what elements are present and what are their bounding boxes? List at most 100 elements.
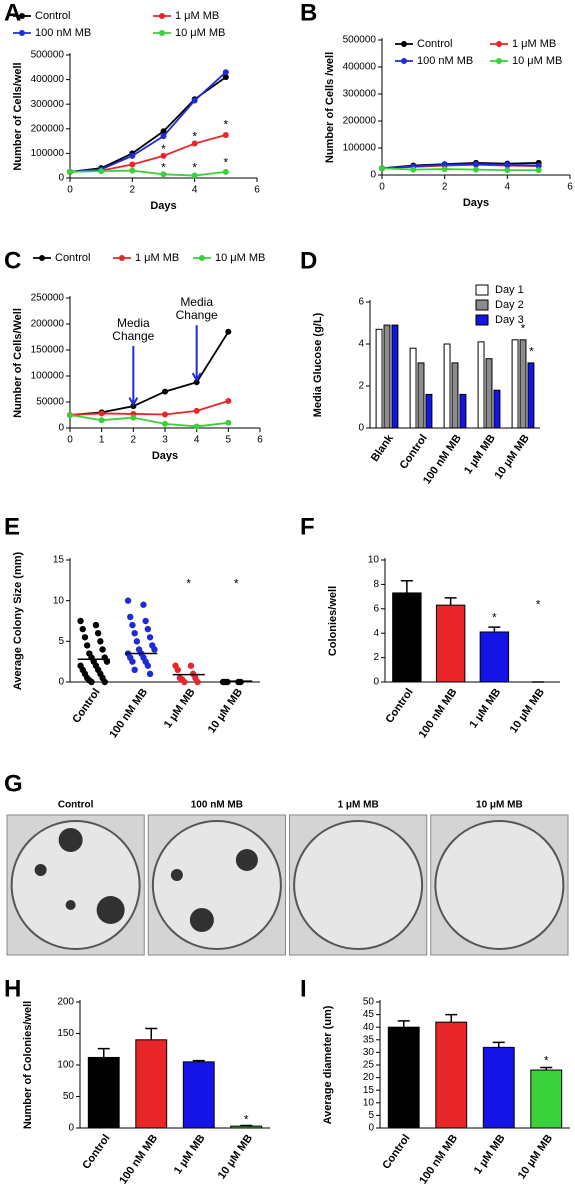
y-tick-label: 10 [363, 1097, 375, 1108]
y-axis-label: Number of Cells/well [12, 62, 24, 170]
colony [189, 908, 214, 932]
error-bar [145, 1027, 158, 1040]
y-tick-label: 2 [373, 652, 379, 663]
series-line [69, 414, 229, 428]
legend-label: Control [35, 10, 70, 22]
point [127, 613, 134, 621]
point [97, 638, 104, 645]
y-tick-label: 0 [58, 173, 64, 184]
x-tick-label: 1 [99, 435, 105, 446]
x-tick-label: 4 [192, 185, 198, 196]
y-tick-label: 0 [58, 677, 64, 688]
legend-label: 1 μM MB [135, 252, 179, 264]
y-tick-label: 200000 [343, 116, 377, 127]
legend-label: Day 3 [495, 314, 524, 326]
point [94, 630, 102, 637]
annotation: Media Change [176, 295, 218, 322]
y-tick-label: 250000 [31, 293, 65, 304]
bar [530, 1069, 563, 1129]
annotation: * [161, 142, 166, 156]
bar [477, 341, 485, 429]
annotation-line: Media [117, 316, 150, 330]
point [146, 634, 154, 641]
point [225, 419, 232, 426]
y-tick-label: 0 [68, 1123, 74, 1134]
colony [235, 849, 258, 871]
point [162, 388, 168, 395]
error-bar [488, 626, 501, 632]
x-tick-label: 4 [505, 182, 511, 193]
error-bar [240, 1124, 253, 1127]
y-tick-label: 200 [57, 997, 74, 1008]
point [83, 642, 91, 649]
point [144, 625, 152, 633]
legend-swatch [475, 284, 489, 296]
image-label: Control [58, 800, 94, 811]
annotation: * [244, 1113, 249, 1127]
point [160, 152, 167, 159]
legend-label: 10 μM MB [512, 55, 562, 67]
legend-marker [199, 255, 205, 261]
legend-label: 10 μM MB [175, 27, 225, 39]
legend-swatch [475, 314, 489, 326]
x-axis-label: Days [150, 200, 176, 212]
point [98, 168, 105, 175]
error-bar [445, 1013, 458, 1023]
point [187, 662, 195, 669]
point [504, 167, 511, 174]
point [99, 646, 106, 653]
y-tick-label: 50 [363, 997, 375, 1008]
x-tick-label: 4 [194, 435, 200, 446]
annotation: * [223, 117, 228, 131]
y-tick-label: 5 [368, 1110, 374, 1121]
y-tick-label: 10 [53, 595, 65, 606]
point [131, 666, 138, 673]
well-dish [434, 820, 565, 950]
legend-label: 1 μM MB [175, 10, 219, 22]
bar [482, 1046, 515, 1129]
bar [182, 1061, 215, 1129]
legend-marker [159, 30, 165, 36]
point [535, 167, 542, 174]
y-tick-label: 100000 [31, 148, 65, 159]
colony [58, 828, 83, 852]
point [441, 161, 448, 168]
y-tick-label: 50000 [36, 397, 64, 408]
point [67, 168, 73, 175]
annotation: * [544, 1053, 549, 1067]
annotation: * [192, 130, 197, 144]
y-tick-label: 2 [358, 381, 364, 392]
series-line [381, 167, 539, 172]
error-bar [492, 1041, 505, 1048]
legend-label: 100 nM MB [417, 55, 473, 67]
y-tick-label: 20 [363, 1072, 375, 1083]
x-tick-label: 6 [257, 435, 263, 446]
legend-label: Day 2 [495, 299, 524, 311]
point [160, 128, 167, 135]
point [237, 678, 244, 686]
point [67, 412, 73, 418]
error-bar [444, 597, 457, 606]
point [162, 420, 168, 427]
annotation: * [521, 321, 526, 335]
y-tick-label: 35 [363, 1034, 375, 1045]
point [222, 131, 229, 138]
panel-letter: F [300, 513, 315, 540]
y-tick-label: 30 [363, 1047, 375, 1058]
point [129, 152, 136, 159]
point [129, 167, 136, 174]
point [129, 658, 136, 665]
error-bar [400, 579, 413, 593]
legend-marker [401, 41, 407, 47]
annotation: Media Change [112, 316, 154, 343]
point [193, 423, 200, 430]
series-line [69, 169, 226, 177]
bar [87, 1056, 120, 1129]
y-tick-label: 6 [358, 297, 364, 308]
point [146, 670, 154, 678]
point [379, 165, 385, 172]
bar [511, 339, 519, 429]
legend-marker [159, 13, 165, 19]
annotation: * [186, 577, 191, 591]
